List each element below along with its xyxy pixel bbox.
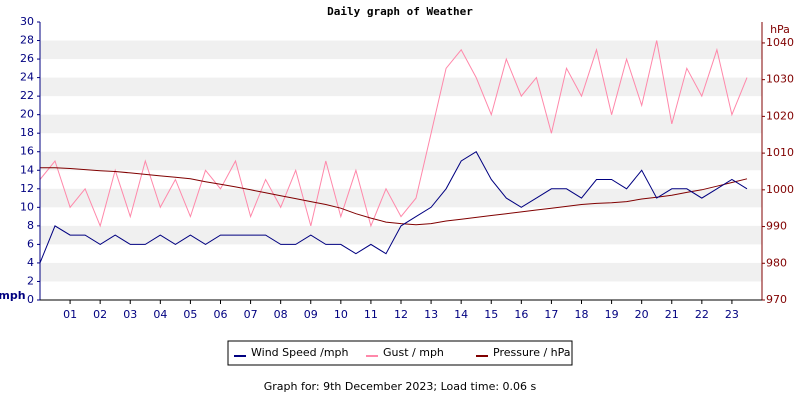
y2-tick-label: 1020 [766, 109, 794, 122]
x-tick-label: 07 [244, 308, 258, 321]
legend-label: Gust / mph [383, 346, 444, 359]
series-line [40, 167, 748, 226]
y-tick-label: 22 [20, 89, 34, 102]
x-tick-label: 20 [635, 308, 649, 321]
y-tick-label: 30 [20, 15, 34, 28]
x-tick-label: 16 [514, 308, 528, 321]
x-tick-label: 14 [454, 308, 468, 321]
x-tick-label: 21 [665, 308, 679, 321]
grid-band [40, 188, 762, 208]
grid-band [40, 151, 762, 171]
y2-tick-label: 970 [766, 293, 787, 306]
grid-band [40, 225, 762, 245]
grid-band [40, 40, 762, 60]
x-tick-label: 05 [183, 308, 197, 321]
x-tick-label: 18 [575, 308, 589, 321]
x-tick-label: 11 [364, 308, 378, 321]
x-tick-label: 19 [605, 308, 619, 321]
y-tick-label: 20 [20, 108, 34, 121]
x-tick-label: 23 [725, 308, 739, 321]
footer: Graph for: 9th December 2023; Load time:… [264, 380, 537, 393]
grid-band [40, 114, 762, 134]
x-tick-label: 17 [544, 308, 558, 321]
x-tick-label: 13 [424, 308, 438, 321]
y2-axis-label: hPa [770, 23, 790, 36]
x-tick-label: 22 [695, 308, 709, 321]
legend-box [227, 340, 573, 366]
grid-band [40, 262, 762, 282]
legend-label: Pressure / hPa [493, 346, 571, 359]
legend-label: Wind Speed /mph [251, 346, 349, 359]
y-tick-label: 26 [20, 52, 34, 65]
y-tick-label: 28 [20, 34, 34, 47]
y2-tick-label: 1010 [766, 146, 794, 159]
y-axis-label: mph [0, 289, 26, 302]
y2-tick-label: 1040 [766, 36, 794, 49]
y2-tick-label: 980 [766, 256, 787, 269]
grid-band [40, 77, 762, 97]
y-tick-label: 24 [20, 71, 34, 84]
x-tick-label: 03 [123, 308, 137, 321]
chart-title: Daily graph of Weather [327, 5, 473, 18]
x-tick-label: 10 [334, 308, 348, 321]
x-tick-label: 09 [304, 308, 318, 321]
y-tick-label: 10 [20, 200, 34, 213]
y-tick-label: 12 [20, 182, 34, 195]
y-tick-label: 16 [20, 145, 34, 158]
y-tick-label: 0 [27, 293, 34, 306]
y-tick-label: 2 [27, 274, 34, 287]
y-tick-label: 14 [20, 163, 34, 176]
x-tick-label: 12 [394, 308, 408, 321]
y2-tick-label: 990 [766, 220, 787, 233]
series-line [39, 40, 748, 228]
y-tick-label: 6 [27, 237, 34, 250]
y2-tick-label: 1000 [766, 183, 794, 196]
x-tick-label: 06 [214, 308, 228, 321]
x-tick-label: 02 [93, 308, 107, 321]
y-tick-label: 18 [20, 126, 34, 139]
y2-tick-label: 1030 [766, 73, 794, 86]
y-tick-label: 4 [27, 256, 34, 269]
x-tick-label: 15 [484, 308, 498, 321]
x-tick-label: 04 [153, 308, 167, 321]
x-tick-label: 01 [63, 308, 77, 321]
series-line [39, 150, 748, 264]
x-tick-label: 08 [274, 308, 288, 321]
y-tick-label: 8 [27, 219, 34, 232]
